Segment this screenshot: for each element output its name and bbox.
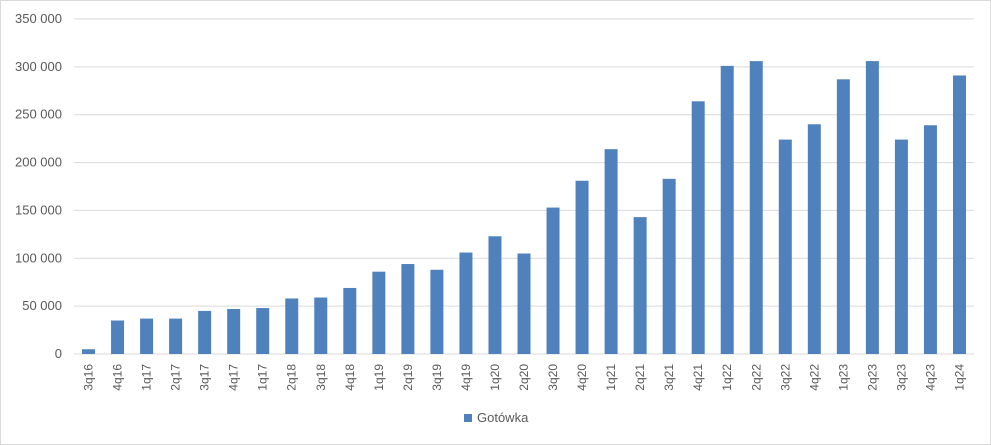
bar <box>604 149 618 354</box>
x-tick-label: 2q18 <box>285 364 299 391</box>
bar <box>372 271 386 354</box>
bar <box>633 217 647 354</box>
x-tick-label: 4q18 <box>343 364 357 391</box>
bar <box>227 309 241 354</box>
bars <box>82 61 966 355</box>
y-tick-label: 250 000 <box>15 107 62 122</box>
bar <box>720 65 734 355</box>
x-tick-label: 4q21 <box>691 364 705 391</box>
legend: Gotówka <box>464 410 529 425</box>
bar <box>256 308 270 354</box>
y-axis-ticks: 0 50 000 100 000 150 000 200 000 250 000 300 0… <box>15 11 62 361</box>
x-tick-label: 4q23 <box>923 364 937 391</box>
y-tick-label: 0 <box>55 346 62 361</box>
bar <box>285 298 299 354</box>
x-tick-label: 2q20 <box>517 364 531 391</box>
x-tick-label: 3q23 <box>894 364 908 391</box>
bar <box>459 252 473 354</box>
x-tick-label: 2q22 <box>749 364 763 391</box>
x-tick-label: 4q22 <box>807 364 821 391</box>
bar <box>140 318 154 354</box>
bar <box>111 320 125 354</box>
x-tick-label: 3q16 <box>82 364 96 391</box>
bar <box>894 139 908 354</box>
bar <box>575 180 589 354</box>
y-tick-label: 350 000 <box>15 11 62 26</box>
x-tick-label: 1q20 <box>488 364 502 391</box>
y-tick-label: 100 000 <box>15 250 62 265</box>
x-tick-label: 2q17 <box>169 364 183 391</box>
legend-label: Gotówka <box>477 410 529 425</box>
x-tick-label: 4q20 <box>575 364 589 391</box>
bar <box>778 139 792 354</box>
x-tick-label: 1q17 <box>256 364 270 391</box>
bar <box>488 236 502 354</box>
bar <box>82 349 96 354</box>
bar <box>691 101 705 354</box>
y-tick-label: 50 000 <box>22 298 62 313</box>
x-tick-label: 4q17 <box>227 364 241 391</box>
x-tick-label: 3q21 <box>662 364 676 391</box>
y-tick-label: 200 000 <box>15 155 62 170</box>
legend-swatch <box>464 414 472 422</box>
bar <box>865 61 879 354</box>
x-tick-label: 4q19 <box>459 364 473 391</box>
x-tick-label: 2q23 <box>865 364 879 391</box>
bar <box>169 318 183 354</box>
x-tick-label: 1q24 <box>952 364 966 391</box>
bar <box>343 287 357 354</box>
x-axis-ticks: 3q16 4q16 1q17 2q17 3q17 4q17 1q17 2q18 3q18 4q18… <box>82 364 967 391</box>
x-tick-label: 1q17 <box>140 364 154 391</box>
x-tick-label: 1q23 <box>836 364 850 391</box>
y-tick-label: 150 000 <box>15 202 62 217</box>
x-tick-label: 3q22 <box>778 364 792 391</box>
bar <box>749 61 763 354</box>
bar <box>401 264 415 354</box>
x-tick-label: 3q17 <box>198 364 212 391</box>
x-tick-label: 4q16 <box>111 364 125 391</box>
bar <box>546 207 560 354</box>
bar <box>807 124 821 355</box>
bar <box>198 310 212 354</box>
bar <box>836 79 850 355</box>
bar <box>662 178 676 354</box>
bar <box>923 125 937 354</box>
x-tick-label: 1q22 <box>720 364 734 391</box>
x-tick-label: 3q18 <box>314 364 328 391</box>
bar <box>314 297 328 354</box>
x-tick-label: 1q21 <box>604 364 618 391</box>
x-tick-label: 2q21 <box>633 364 647 391</box>
x-tick-label: 1q19 <box>372 364 386 391</box>
bar <box>430 269 444 354</box>
y-tick-label: 300 000 <box>15 59 62 74</box>
x-tick-label: 3q20 <box>546 364 560 391</box>
x-tick-label: 3q19 <box>430 364 444 391</box>
bar <box>952 75 966 354</box>
bar <box>517 253 531 354</box>
x-tick-label: 2q19 <box>401 364 415 391</box>
